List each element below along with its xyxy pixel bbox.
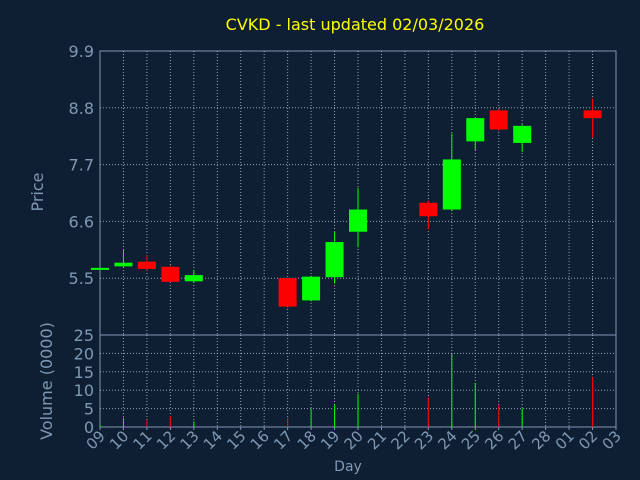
- candle-body: [161, 266, 180, 282]
- x-tick-label: 22: [388, 427, 414, 453]
- candle-body: [513, 125, 532, 143]
- x-tick-label: 13: [176, 427, 202, 453]
- x-tick-label: 24: [434, 427, 460, 453]
- x-tick-label: 23: [411, 427, 437, 453]
- price-axis-label: Price: [28, 172, 47, 211]
- x-tick-label: 03: [599, 427, 625, 453]
- x-tick-label: 15: [223, 427, 249, 453]
- x-tick-label: 28: [528, 427, 554, 453]
- candle-body: [137, 261, 156, 269]
- x-tick-label: 16: [247, 427, 273, 453]
- volume-axis-label: Volume (0000): [37, 322, 56, 440]
- x-tick-label: 02: [575, 427, 601, 453]
- candle-body: [489, 110, 508, 130]
- price-tick-label: 9.9: [69, 42, 94, 61]
- x-tick-label: 21: [364, 427, 390, 453]
- price-tick-label: 8.8: [69, 99, 94, 118]
- chart-title: CVKD - last updated 02/03/2026: [226, 15, 485, 34]
- volume-tick-label: 15: [74, 363, 94, 382]
- candle-body: [302, 276, 321, 301]
- x-tick-label: 14: [200, 427, 226, 453]
- x-tick-label: 17: [270, 427, 296, 453]
- candle-body: [91, 267, 109, 270]
- volume-tick-label: 0: [84, 418, 94, 437]
- price-tick-label: 6.6: [69, 212, 94, 231]
- candle-body: [325, 242, 344, 278]
- candle-body: [349, 209, 367, 232]
- candle-body: [184, 275, 203, 282]
- volume-tick-label: 20: [74, 344, 94, 363]
- candle-body: [583, 110, 602, 119]
- x-tick-label: 26: [481, 427, 507, 453]
- candle-body: [114, 262, 133, 267]
- x-tick-label: 01: [552, 427, 578, 453]
- x-tick-label: 11: [130, 427, 156, 453]
- price-tick-label: 5.5: [69, 269, 94, 288]
- x-tick-label: 25: [458, 427, 484, 453]
- volume-tick-label: 5: [84, 400, 94, 419]
- candle-body: [442, 159, 461, 210]
- x-tick-label: 27: [505, 427, 531, 453]
- volume-tick-label: 10: [74, 381, 94, 400]
- x-tick-label: 18: [294, 427, 320, 453]
- candle-body: [419, 202, 438, 217]
- candle-body: [466, 118, 485, 142]
- x-tick-label: 20: [341, 427, 367, 453]
- x-tick-label: 12: [153, 427, 179, 453]
- price-tick-label: 7.7: [69, 156, 94, 175]
- x-tick-label: 10: [106, 427, 132, 453]
- volume-tick-label: 25: [74, 326, 94, 345]
- x-tick-label: 19: [317, 427, 343, 453]
- x-axis-label: Day: [334, 459, 362, 475]
- candle-body: [278, 278, 297, 307]
